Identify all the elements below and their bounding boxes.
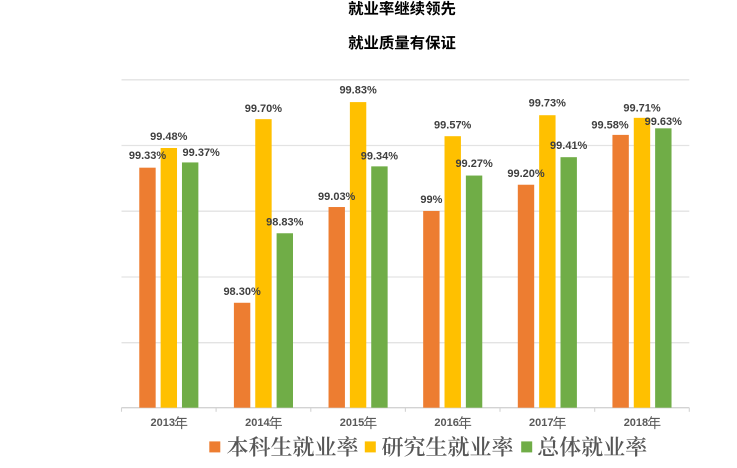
svg-text:2018: 2018 xyxy=(624,417,648,429)
svg-text:98.83%: 98.83% xyxy=(266,217,304,229)
svg-text:99.58%: 99.58% xyxy=(591,120,629,132)
svg-text:2014: 2014 xyxy=(245,417,270,429)
svg-text:99.71%: 99.71% xyxy=(623,102,661,114)
svg-text:99.73%: 99.73% xyxy=(529,98,567,110)
svg-text:2016: 2016 xyxy=(434,417,458,429)
svg-text:2013: 2013 xyxy=(151,417,175,429)
svg-text:99.57%: 99.57% xyxy=(434,119,472,131)
svg-text:99.63%: 99.63% xyxy=(645,116,683,128)
svg-text:99.03%: 99.03% xyxy=(318,191,356,203)
svg-text:99%: 99% xyxy=(420,194,442,206)
svg-text:99.83%: 99.83% xyxy=(339,85,377,97)
svg-text:98.30%: 98.30% xyxy=(223,286,261,298)
svg-text:99.27%: 99.27% xyxy=(455,158,493,170)
svg-text:99.34%: 99.34% xyxy=(361,150,399,162)
svg-text:99.48%: 99.48% xyxy=(150,131,188,143)
svg-text:99.20%: 99.20% xyxy=(507,168,545,180)
svg-text:99.70%: 99.70% xyxy=(245,103,283,115)
svg-text:99.33%: 99.33% xyxy=(129,150,167,162)
svg-text:99.37%: 99.37% xyxy=(183,147,221,159)
svg-text:2017: 2017 xyxy=(529,417,553,429)
svg-text:2015: 2015 xyxy=(340,417,364,429)
svg-text:99.41%: 99.41% xyxy=(550,140,588,152)
